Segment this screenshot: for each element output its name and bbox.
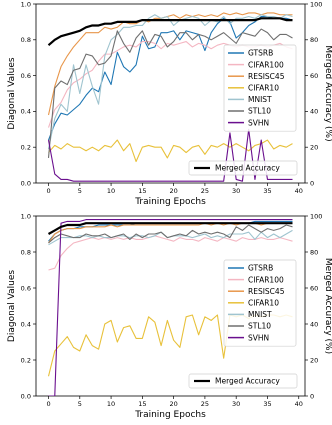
legend-label-mnist: MNIST	[248, 95, 272, 104]
merged-accuracy-line	[47, 17, 293, 47]
x-tick-label: 0	[46, 400, 50, 408]
legend-box	[223, 259, 297, 347]
x-tick-label: 20	[169, 400, 177, 408]
series-line-stl10	[47, 28, 293, 158]
legend-label-gtsrb: GTSRB	[248, 49, 273, 58]
y2-tick-label: 0	[310, 392, 314, 400]
series-line-svhn	[47, 128, 293, 182]
y2-axis-label: Merged Accuracy (%)	[323, 258, 332, 354]
y2-tick-label: 40	[310, 320, 318, 328]
y-axis-label: Diagonal Values	[7, 270, 17, 342]
merged-legend: Merged Accuracy	[188, 373, 298, 389]
y-tick-label: 0.8	[21, 248, 31, 256]
x-tick-label: 30	[232, 187, 240, 195]
x-tick-label: 40	[295, 187, 303, 195]
y-axis-label: Diagonal Values	[7, 57, 17, 129]
series-lines	[47, 219, 293, 396]
legend-box	[223, 44, 297, 132]
legend-label-stl10: STL10	[248, 322, 271, 331]
legend-label-cifar100: CIFAR100	[248, 275, 284, 284]
x-tick-label: 25	[201, 400, 209, 408]
x-tick-label: 15	[138, 400, 146, 408]
series-line-resisc45	[47, 12, 293, 116]
x-tick-label: 10	[107, 187, 115, 195]
y-tick-label: 0.6	[21, 284, 31, 292]
y2-tick-label: 80	[310, 248, 318, 256]
y-tick-label: 0.2	[21, 144, 31, 152]
legend-label-cifar100: CIFAR100	[248, 60, 284, 69]
y2-tick-label: 60	[310, 284, 318, 292]
legend: GTSRB CIFAR100 RESISC45 CIFAR10 MNIST STL10 SV…	[223, 44, 297, 132]
y2-tick-label: 0	[310, 179, 314, 187]
series-line-cifar10	[48, 139, 293, 163]
y2-axis-label: Merged Accuracy (%)	[323, 45, 332, 141]
x-tick-label: 40	[295, 400, 303, 408]
y-tick-label: 0.4	[21, 320, 31, 328]
x-tick-label: 15	[138, 187, 146, 195]
legend: GTSRB CIFAR100 RESISC45 CIFAR10 MNIST STL10 SV…	[223, 259, 297, 347]
y-tick-label: 0.8	[21, 36, 31, 44]
y2-tick-label: 20	[310, 144, 318, 152]
x-tick-label: 35	[263, 187, 271, 195]
legend-label-svhn: SVHN	[248, 118, 269, 127]
y-tick-label: 0.0	[21, 179, 31, 187]
merged-legend-box	[188, 160, 298, 176]
legend-label-gtsrb: GTSRB	[248, 264, 273, 273]
y-tick-label: 1.0	[21, 212, 31, 220]
x-tick-label: 25	[201, 187, 209, 195]
x-axis-label: Training Epochs	[134, 410, 206, 420]
legend-label-cifar10: CIFAR10	[248, 84, 279, 93]
merged-accuracy-line	[47, 222, 293, 235]
x-tick-label: 30	[232, 400, 240, 408]
series-lines	[47, 12, 293, 182]
y2-tick-label: 40	[310, 108, 318, 116]
x-tick-label: 5	[78, 187, 82, 195]
y-tick-label: 0.2	[21, 356, 31, 364]
y-tick-label: 1.0	[21, 0, 31, 8]
legend-label-mnist: MNIST	[248, 310, 272, 319]
series-line-svhn	[48, 219, 293, 396]
x-tick-label: 35	[263, 400, 271, 408]
merged-legend-box	[188, 373, 298, 389]
x-tick-label: 20	[169, 187, 177, 195]
y-tick-label: 0.4	[21, 108, 31, 116]
legend-label-stl10: STL10	[248, 107, 271, 116]
y-tick-label: 0.6	[21, 72, 31, 80]
chart-panel-top: 0 5 10 15 20 25 30 35 40 0.0 0.2 0.4 0.6 0.8 1.0 0 20 40 6…	[7, 0, 332, 207]
y2-tick-label: 80	[310, 36, 318, 44]
legend-label-resisc45: RESISC45	[248, 287, 285, 296]
y2-tick-label: 20	[310, 356, 318, 364]
y2-tick-label: 100	[310, 212, 322, 220]
merged-legend-label: Merged Accuracy	[215, 164, 280, 173]
legend-label-resisc45: RESISC45	[248, 72, 285, 81]
y2-tick-label: 100	[310, 0, 322, 8]
x-axis-label: Training Epochs	[134, 197, 206, 207]
x-tick-label: 10	[107, 400, 115, 408]
legend-label-cifar10: CIFAR10	[248, 299, 279, 308]
series-line-cifar100	[48, 235, 293, 271]
legend-label-svhn: SVHN	[248, 333, 269, 342]
x-tick-label: 5	[78, 400, 82, 408]
x-tick-label: 0	[46, 187, 50, 195]
y-tick-label: 0.0	[21, 392, 31, 400]
merged-legend: Merged Accuracy	[188, 160, 298, 176]
series-line-stl10	[48, 224, 293, 244]
series-line-gtsrb	[47, 15, 293, 141]
chart-panel-bottom: 0 5 10 15 20 25 30 35 40 0.0 0.2 0.4 0.6 0.8 1.0 0 20 40 6…	[7, 212, 332, 420]
merged-legend-label: Merged Accuracy	[215, 377, 280, 386]
y2-tick-label: 60	[310, 72, 318, 80]
